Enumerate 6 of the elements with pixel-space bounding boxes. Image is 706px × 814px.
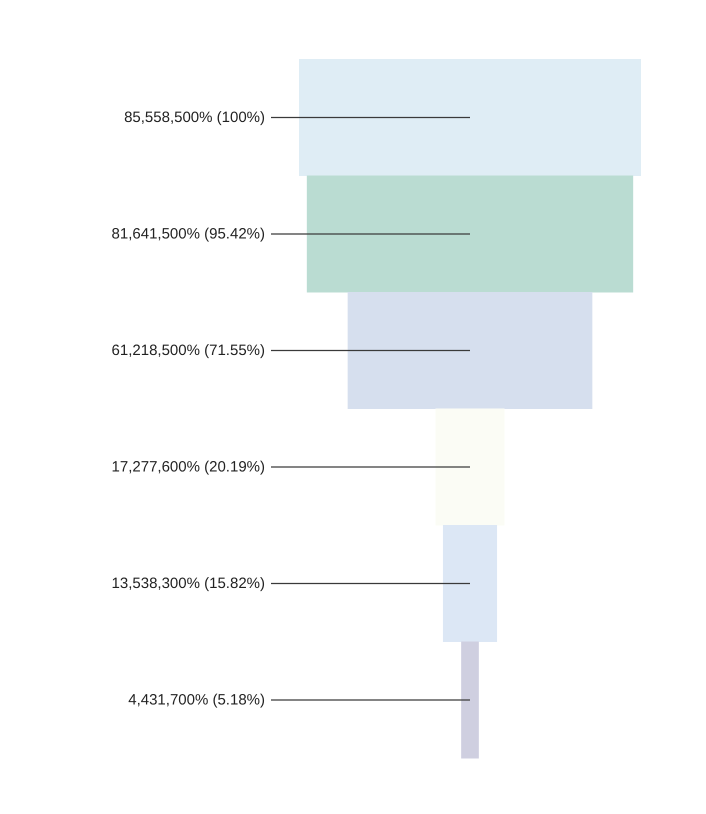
data-label: 85,558,500% (100%) — [124, 109, 265, 126]
data-label: 4,431,700% (5.18%) — [128, 692, 265, 708]
data-label: 13,538,300% (15.82%) — [112, 575, 265, 592]
data-label: 17,277,600% (20.19%) — [112, 458, 265, 476]
data-label: 61,218,500% (71.55%) — [112, 342, 265, 359]
data-label: 81,641,500% (95.42%) — [112, 226, 265, 242]
